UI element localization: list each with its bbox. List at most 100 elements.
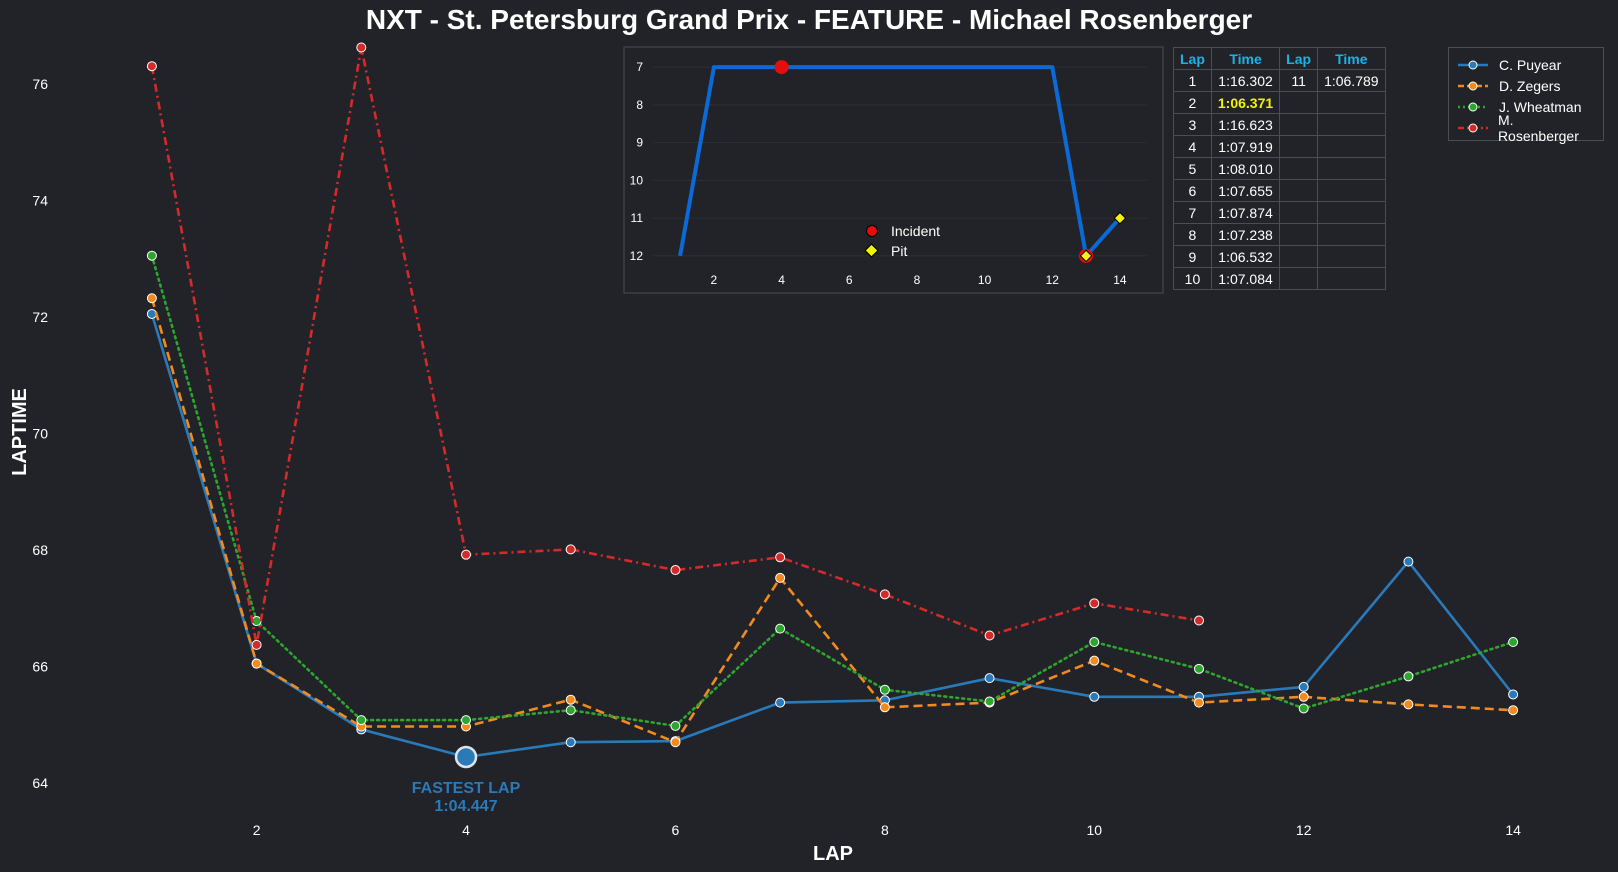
legend-swatch-marker bbox=[1468, 60, 1478, 69]
table-cell-time bbox=[1317, 267, 1386, 290]
inset-y-tick-label: 9 bbox=[636, 136, 643, 150]
inset-axis-ticks: 7 8 9 10 11 12 2 4 6 8 10 12 14 bbox=[630, 60, 1127, 287]
table-header-lap: Lap bbox=[1279, 47, 1319, 70]
legend-swatch bbox=[1458, 81, 1488, 90]
y-tick-label: 74 bbox=[32, 192, 48, 208]
pit-legend-marker bbox=[864, 243, 879, 258]
table-cell-time: 1:07.874 bbox=[1210, 201, 1281, 224]
table-cell-time bbox=[1317, 201, 1386, 224]
data-point bbox=[356, 715, 367, 726]
table-header-lap: Lap bbox=[1173, 47, 1212, 70]
main-series bbox=[146, 42, 1519, 762]
data-point bbox=[1508, 705, 1519, 716]
table-cell-lap bbox=[1279, 267, 1319, 290]
incident-marker bbox=[774, 60, 789, 75]
series-m-rosenberger bbox=[146, 42, 1204, 650]
table-cell-lap: 1 bbox=[1173, 69, 1212, 92]
data-point bbox=[670, 737, 681, 748]
table-cell-time bbox=[1317, 91, 1386, 114]
y-tick-label: 70 bbox=[32, 425, 48, 441]
legend-item: D. Zegers bbox=[1457, 75, 1595, 96]
data-point bbox=[565, 705, 576, 716]
data-point bbox=[775, 572, 786, 583]
table-cell-lap bbox=[1279, 201, 1319, 224]
y-axis-label: LAPTIME bbox=[9, 388, 31, 476]
table-row: 5 1:08.010 bbox=[1173, 157, 1386, 180]
table-row: 2 1:06.371 bbox=[1173, 91, 1386, 114]
data-point bbox=[1089, 691, 1100, 702]
series-line bbox=[150, 254, 1515, 728]
table-cell-lap: 6 bbox=[1173, 179, 1212, 202]
data-point bbox=[146, 293, 157, 304]
data-point bbox=[984, 673, 995, 684]
data-point bbox=[1508, 689, 1519, 700]
legend-item: J. Wheatman bbox=[1457, 96, 1595, 117]
fastest-lap-time: 1:04.447 bbox=[434, 798, 497, 815]
data-point bbox=[251, 639, 262, 650]
inset-x-tick-label: 4 bbox=[778, 273, 785, 287]
legend-label: C. Puyear bbox=[1499, 56, 1562, 73]
data-point bbox=[1298, 681, 1309, 692]
series-line bbox=[150, 313, 1515, 759]
pit-legend-label: Pit bbox=[891, 243, 907, 259]
inset-position-line bbox=[678, 65, 1122, 258]
inset-y-tick-label: 8 bbox=[636, 98, 643, 112]
data-point bbox=[1089, 655, 1100, 666]
table-row: 8 1:07.238 bbox=[1173, 223, 1386, 246]
table-cell-lap bbox=[1279, 135, 1319, 158]
x-tick-label: 2 bbox=[253, 822, 261, 838]
table-cell-time bbox=[1317, 245, 1386, 268]
data-point bbox=[1403, 671, 1414, 682]
table-header-row: Lap Time Lap Time bbox=[1173, 47, 1386, 70]
data-point bbox=[1298, 703, 1309, 714]
data-point bbox=[775, 623, 786, 634]
inset-y-tick-label: 10 bbox=[630, 173, 644, 187]
inset-x-tick-label: 8 bbox=[914, 273, 921, 287]
table-header-time: Time bbox=[1210, 47, 1281, 70]
data-point bbox=[146, 308, 157, 319]
lap-times-table: Lap Time Lap Time 1 1:16.302 11 1:06.789 2 1:… bbox=[1173, 47, 1386, 290]
legend-swatch bbox=[1458, 102, 1488, 111]
table-cell-time: 1:06.789 bbox=[1317, 69, 1386, 92]
table-cell-time: 1:07.084 bbox=[1210, 267, 1281, 290]
data-point bbox=[879, 702, 890, 713]
data-point bbox=[775, 552, 786, 563]
x-tick-label: 6 bbox=[672, 822, 680, 838]
table-row: 9 1:06.532 bbox=[1173, 245, 1386, 268]
table-cell-lap bbox=[1279, 179, 1319, 202]
table-cell-time: 1:16.302 bbox=[1210, 69, 1281, 92]
table-cell-time bbox=[1317, 135, 1386, 158]
legend-item: C. Puyear bbox=[1457, 54, 1595, 75]
table-cell-lap bbox=[1279, 113, 1319, 136]
legend-swatch bbox=[1458, 60, 1488, 69]
table-cell-lap: 5 bbox=[1173, 157, 1212, 180]
table-cell-lap: 10 bbox=[1173, 267, 1212, 290]
data-point bbox=[461, 549, 472, 560]
data-point bbox=[775, 697, 786, 708]
y-tick-label: 72 bbox=[32, 309, 48, 325]
table-cell-lap bbox=[1279, 223, 1319, 246]
table-cell-lap bbox=[1279, 157, 1319, 180]
x-tick-label: 10 bbox=[1086, 822, 1102, 838]
series-j-wheatman bbox=[146, 250, 1519, 731]
legend-label: M. Rosenberger bbox=[1497, 111, 1579, 144]
table-cell-lap: 2 bbox=[1173, 91, 1212, 114]
position-inset-chart: 7 8 9 10 11 12 2 4 6 8 10 12 14 Incident Pit bbox=[623, 46, 1164, 294]
table-cell-lap: 9 bbox=[1173, 245, 1212, 268]
data-point bbox=[461, 715, 472, 726]
data-point bbox=[1193, 697, 1204, 708]
table-row: 3 1:16.623 bbox=[1173, 113, 1386, 136]
data-point bbox=[670, 720, 681, 731]
inset-y-tick-label: 12 bbox=[630, 249, 644, 263]
legend-swatch-marker bbox=[1468, 123, 1478, 132]
inset-x-tick-label: 10 bbox=[978, 273, 992, 287]
table-cell-time bbox=[1317, 113, 1386, 136]
table-cell-time: 1:07.238 bbox=[1210, 223, 1281, 246]
legend-swatch-marker bbox=[1468, 81, 1478, 90]
data-point bbox=[565, 694, 576, 705]
table-cell-time bbox=[1317, 157, 1386, 180]
table-row: 6 1:07.655 bbox=[1173, 179, 1386, 202]
inset-markers bbox=[774, 60, 1127, 263]
